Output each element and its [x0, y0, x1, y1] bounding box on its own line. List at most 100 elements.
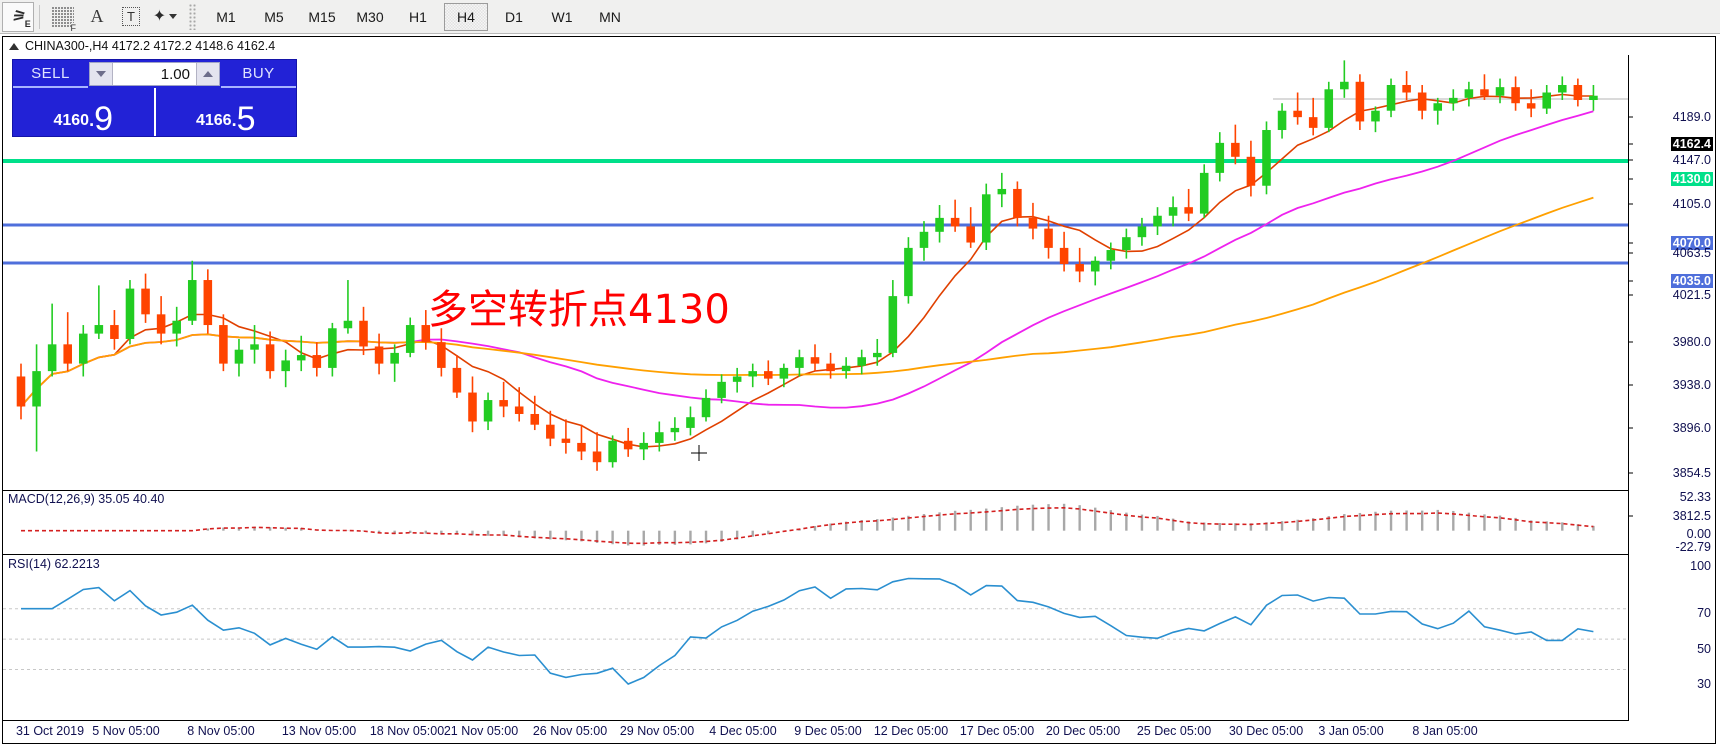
toolbar-grip[interactable] [189, 3, 196, 30]
rsi-scale-label: 100 [1690, 559, 1711, 573]
price-pane[interactable]: 多空转折点4130 [3, 55, 1631, 489]
rsi-pane[interactable]: RSI(14) 62.2213 [3, 556, 1631, 722]
volume-increment-button[interactable] [196, 63, 219, 85]
price-tick [1629, 341, 1633, 343]
volume-stepper[interactable]: 1.00 [89, 62, 220, 86]
chevron-down-icon [96, 71, 106, 77]
buy-price[interactable]: 4166 . 5 [153, 88, 297, 138]
rsi-chart-svg [3, 577, 1631, 685]
trade-panel-top: SELL 1.00 BUY [13, 60, 296, 88]
time-label: 8 Nov 05:00 [187, 724, 255, 738]
timeframe-w1[interactable]: W1 [551, 8, 573, 25]
expert-advisor-icon[interactable]: ⚞ [2, 1, 34, 32]
chevron-down-icon[interactable] [169, 14, 178, 19]
sell-button[interactable]: SELL [13, 60, 88, 88]
price-label: 4189.0 [1672, 110, 1711, 124]
price-label: 4130.0 [1670, 172, 1713, 186]
price-tick [1629, 242, 1633, 244]
volume-decrement-button[interactable] [90, 63, 113, 85]
timeframe-h4[interactable]: H4 [444, 2, 488, 31]
text-label-t-icon[interactable]: T [115, 2, 147, 32]
objects-icon[interactable]: ✦ [149, 2, 181, 32]
buy-price-separator: . [231, 110, 237, 130]
price-tick [1629, 472, 1633, 474]
price-label: 3854.5 [1672, 466, 1711, 480]
macd-chart-svg [21, 503, 1595, 546]
price-label: 4070.0 [1670, 236, 1713, 250]
trade-panel-prices: 4160 . 9 4166 . 5 [13, 88, 296, 136]
price-tick [1629, 143, 1633, 145]
rsi-scale-label: 50 [1697, 642, 1711, 656]
chart-header: CHINA300-,H4 4172.2 4172.2 4148.6 4162.4 [3, 37, 1715, 55]
time-label: 29 Nov 05:00 [619, 724, 695, 738]
timeframe-mn[interactable]: MN [599, 8, 621, 25]
timeframe-h1[interactable]: H1 [409, 8, 427, 25]
rsi-scale-label: 30 [1697, 677, 1711, 691]
price-label: 3896.0 [1672, 421, 1711, 435]
price-label: 3938.0 [1672, 378, 1711, 392]
price-label: 4035.0 [1670, 274, 1713, 288]
chart-window[interactable]: CHINA300-,H4 4172.2 4172.2 4148.6 4162.4… [2, 36, 1716, 744]
time-label: 8 Jan 05:00 [1412, 724, 1478, 738]
rsi-label: RSI(14) 62.2213 [8, 557, 103, 571]
time-label: 30 Dec 05:00 [1228, 724, 1304, 738]
macd-scale-label: 52.33 [1679, 490, 1711, 504]
chevron-up-icon [203, 71, 213, 77]
price-chart-svg[interactable] [3, 55, 1631, 489]
time-label: 26 Nov 05:00 [532, 724, 608, 738]
price-scale[interactable]: 4189.0 4162.4 4147.0 4130.0 4105.0 4070.0 4063… [1628, 55, 1715, 743]
price-tick [1629, 159, 1633, 161]
time-label: 20 Dec 05:00 [1045, 724, 1121, 738]
price-label: 4021.5 [1672, 288, 1711, 302]
price-tick [1629, 515, 1633, 517]
price-tick [1629, 178, 1633, 180]
buy-price-decimal: 5 [236, 100, 256, 138]
sell-price[interactable]: 4160 . 9 [13, 88, 154, 136]
timeframe-m1[interactable]: M1 [216, 8, 236, 25]
price-label: 4147.0 [1672, 153, 1711, 167]
time-label: 12 Dec 05:00 [873, 724, 949, 738]
time-label: 17 Dec 05:00 [959, 724, 1035, 738]
price-label: 4063.5 [1672, 246, 1711, 260]
buy-button[interactable]: BUY [221, 60, 296, 88]
price-tick [1629, 203, 1633, 205]
price-tick [1629, 384, 1633, 386]
time-label: 25 Dec 05:00 [1136, 724, 1212, 738]
sell-price-decimal: 9 [94, 100, 114, 138]
price-label: 3980.0 [1672, 335, 1711, 349]
volume-input[interactable]: 1.00 [160, 65, 190, 83]
time-label: 13 Nov 05:00 [281, 724, 357, 738]
macd-pane[interactable]: MACD(12,26,9) 35.05 40.40 [3, 490, 1629, 555]
price-tick [1629, 280, 1633, 282]
price-label: 4162.4 [1670, 137, 1713, 151]
macd-label: MACD(12,26,9) 35.05 40.40 [8, 492, 168, 506]
time-label: 18 Nov 05:00 [369, 724, 445, 738]
price-tick [1629, 427, 1633, 429]
time-scale[interactable]: 31 Oct 2019 5 Nov 05:00 8 Nov 05:00 13 Nov … [3, 720, 1629, 743]
timeframe-m5[interactable]: M5 [264, 8, 284, 25]
sell-price-separator: . [89, 110, 95, 130]
time-label: 3 Jan 05:00 [1318, 724, 1384, 738]
text-a-icon[interactable]: A [90, 6, 104, 26]
time-label: 9 Dec 05:00 [794, 724, 862, 738]
timeframe-m30[interactable]: M30 [356, 8, 384, 25]
time-label: 21 Nov 05:00 [443, 724, 519, 738]
rsi-scale-label: 70 [1697, 606, 1711, 620]
chart-annotation-text: 多空转折点4130 [428, 287, 730, 333]
timeframe-d1[interactable]: D1 [505, 8, 523, 25]
main-toolbar: ⚞ A T ✦ M1 M5 M15 M30 H1 H4 D1 W1 MN [0, 0, 1720, 34]
chart-title: CHINA300-,H4 4172.2 4172.2 4148.6 4162.4 [25, 39, 276, 53]
toolbar-divider [39, 4, 40, 29]
time-label: 4 Dec 05:00 [709, 724, 777, 738]
price-tick [1629, 294, 1633, 296]
price-label: 4105.0 [1672, 197, 1711, 211]
time-label: 31 Oct 2019 [15, 724, 85, 738]
buy-price-main: 4166 [195, 112, 232, 129]
timeframe-m15[interactable]: M15 [308, 8, 336, 25]
macd-scale-label: -22.79 [1675, 540, 1711, 554]
time-label: 5 Nov 05:00 [92, 724, 160, 738]
one-click-trading-panel[interactable]: SELL 1.00 BUY 4160 . 9 4166 . 5 [12, 59, 297, 137]
grid-f-icon[interactable] [47, 2, 79, 33]
sell-price-main: 4160 [53, 112, 90, 129]
